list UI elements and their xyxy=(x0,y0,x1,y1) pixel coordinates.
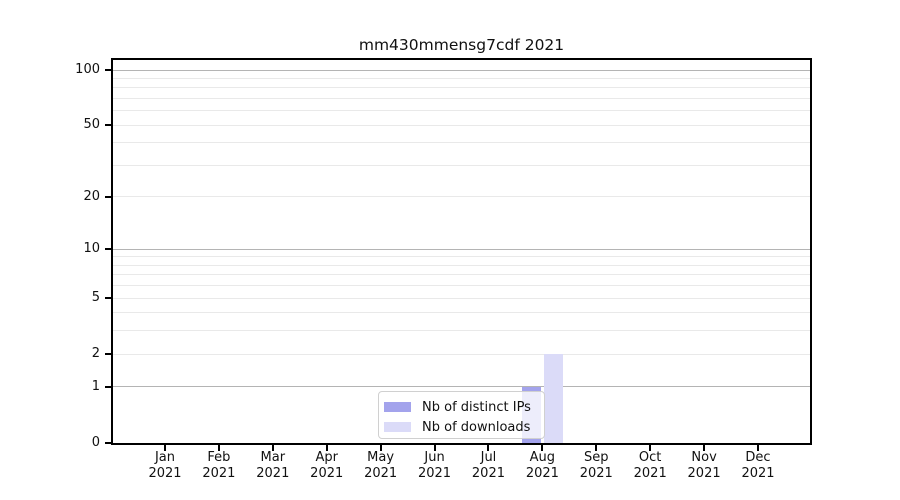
x-tick-label: Sep 2021 xyxy=(568,450,624,481)
x-tick-label: Jul 2021 xyxy=(460,450,516,481)
x-tick-month: Dec xyxy=(745,450,771,465)
y-grid-line-minor xyxy=(113,142,810,144)
x-tick-month: Mar xyxy=(260,450,286,465)
y-tick xyxy=(105,248,112,251)
x-tick xyxy=(703,445,706,451)
x-tick-month: Sep xyxy=(584,450,609,465)
y-grid-line-major xyxy=(113,69,810,71)
x-tick-month: Jun xyxy=(424,450,445,465)
y-grid-line-major xyxy=(113,248,810,250)
chart-title: mm430mmensg7cdf 2021 xyxy=(358,36,565,54)
y-grid-line-minor xyxy=(113,312,810,314)
y-grid-line-minor xyxy=(113,353,810,355)
y-tick xyxy=(105,353,112,356)
x-tick xyxy=(271,445,274,451)
y-tick xyxy=(105,124,112,127)
y-grid-line-minor xyxy=(113,124,810,126)
x-tick xyxy=(595,445,598,451)
y-tick xyxy=(105,297,112,300)
legend-item-distinct-ips: Nb of distinct IPs xyxy=(384,398,539,416)
x-tick-year: 2021 xyxy=(687,465,721,481)
x-tick-label: Jun 2021 xyxy=(407,450,463,481)
y-tick-label: 50 xyxy=(83,117,100,133)
x-tick xyxy=(433,445,436,451)
y-tick-label: 5 xyxy=(91,290,100,306)
x-tick-year: 2021 xyxy=(364,465,398,481)
x-tick-month: May xyxy=(367,450,395,465)
y-grid-line-minor xyxy=(113,77,810,79)
bar-downloads xyxy=(543,354,563,443)
y-tick-label: 100 xyxy=(75,62,100,78)
x-tick-year: 2021 xyxy=(471,465,505,481)
x-tick xyxy=(379,445,382,451)
x-tick-month: Jan xyxy=(154,450,176,465)
x-tick-month: Oct xyxy=(638,450,662,465)
y-tick xyxy=(105,195,112,198)
y-tick-label: 20 xyxy=(83,188,100,204)
y-tick xyxy=(105,442,112,444)
x-tick-year: 2021 xyxy=(525,465,559,481)
y-grid-line-major xyxy=(113,386,810,388)
legend-label-downloads: Nb of downloads xyxy=(422,419,531,435)
legend-swatch-distinct-ips xyxy=(384,402,411,412)
y-grid-line-minor xyxy=(113,87,810,89)
legend: Nb of distinct IPs Nb of downloads xyxy=(378,391,545,439)
y-tick-label: 1 xyxy=(91,378,100,394)
x-tick-month: Jul xyxy=(480,450,497,465)
x-tick xyxy=(756,445,759,451)
y-tick-label: 2 xyxy=(91,346,100,362)
x-tick-year: 2021 xyxy=(741,465,775,481)
y-grid-line-minor xyxy=(113,110,810,112)
y-grid-line-minor xyxy=(113,297,810,299)
y-grid-line-minor xyxy=(113,196,810,198)
x-tick xyxy=(325,445,328,451)
y-tick xyxy=(105,385,112,388)
x-tick xyxy=(487,445,490,451)
x-tick-year: 2021 xyxy=(633,465,667,481)
y-tick-label: 0 xyxy=(91,435,100,450)
x-tick-label: Mar 2021 xyxy=(245,450,301,481)
legend-swatch-downloads xyxy=(384,422,411,432)
y-grid-line-minor xyxy=(113,98,810,100)
y-grid-line-minor xyxy=(113,256,810,258)
x-tick-label: Dec 2021 xyxy=(730,450,786,481)
x-tick-label: Jan 2021 xyxy=(137,450,193,481)
x-tick xyxy=(164,445,166,451)
x-tick xyxy=(541,445,544,451)
legend-label-distinct-ips: Nb of distinct IPs xyxy=(422,399,531,415)
x-tick-label: Aug 2021 xyxy=(514,450,570,481)
x-tick-year: 2021 xyxy=(310,465,344,481)
x-tick-month: Feb xyxy=(207,450,231,465)
x-tick-month: Apr xyxy=(315,450,338,465)
plot-area: Nb of distinct IPs Nb of downloads xyxy=(113,60,810,443)
x-tick xyxy=(217,445,220,451)
legend-item-downloads: Nb of downloads xyxy=(384,418,539,436)
y-grid-line-minor xyxy=(113,285,810,287)
x-tick xyxy=(649,445,652,451)
y-tick xyxy=(105,69,112,72)
y-grid-line-minor xyxy=(113,264,810,266)
x-tick-year: 2021 xyxy=(579,465,613,481)
x-tick-label: Apr 2021 xyxy=(299,450,355,481)
x-tick-year: 2021 xyxy=(148,465,182,481)
x-tick-month: Nov xyxy=(691,450,717,465)
x-tick-year: 2021 xyxy=(202,465,236,481)
y-grid-line-minor xyxy=(113,274,810,276)
x-tick-label: Feb 2021 xyxy=(191,450,247,481)
x-tick-label: Oct 2021 xyxy=(622,450,678,481)
x-tick-year: 2021 xyxy=(256,465,290,481)
y-tick-label: 10 xyxy=(83,241,100,257)
x-tick-year: 2021 xyxy=(417,465,452,481)
x-tick-label: May 2021 xyxy=(353,450,409,481)
y-grid-line-minor xyxy=(113,330,810,332)
y-grid-line-minor xyxy=(113,165,810,166)
x-tick-month: Aug xyxy=(529,450,556,465)
x-tick-label: Nov 2021 xyxy=(676,450,732,481)
